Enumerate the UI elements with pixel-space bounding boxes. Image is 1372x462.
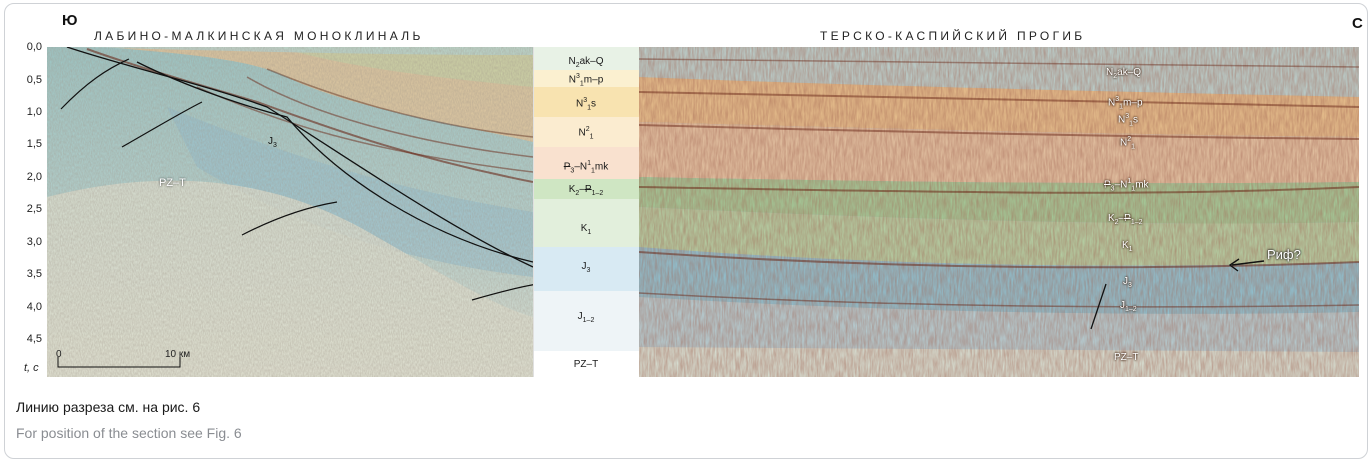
column-label-n2ak-q: N2ak–Q bbox=[568, 56, 604, 69]
time-tick: 4,5 bbox=[26, 333, 42, 345]
time-tick: 2,0 bbox=[26, 171, 42, 183]
reef-label: Риф? bbox=[1267, 247, 1301, 262]
column-band bbox=[534, 70, 640, 87]
column-band bbox=[534, 47, 640, 70]
caption-english: For position of the section see Fig. 6 bbox=[16, 425, 242, 441]
time-tick: 0,0 bbox=[26, 41, 42, 53]
column-label-n12: N21 bbox=[578, 126, 594, 141]
region-title-right: ТЕРСКО-КАСПИЙСКИЙ ПРОГИБ bbox=[820, 29, 1086, 43]
time-tick: 3,0 bbox=[26, 236, 42, 248]
time-axis: 0,0 0,5 1,0 1,5 2,0 2,5 3,0 3,5 4,0 4,5 … bbox=[4, 40, 50, 380]
time-tick: 4,0 bbox=[26, 301, 42, 313]
time-tick: 1,5 bbox=[26, 138, 42, 150]
corner-north-label: С bbox=[1352, 15, 1363, 32]
column-label-j1-2: J1–2 bbox=[577, 311, 595, 324]
right-label-n2ak-q: N2ak–Q bbox=[1106, 67, 1142, 80]
column-label-pz-t: PZ–T bbox=[573, 359, 599, 370]
left-basement-label: PZ–T bbox=[159, 177, 186, 189]
column-band bbox=[534, 87, 640, 117]
column-band bbox=[534, 291, 640, 351]
time-tick: 1,0 bbox=[26, 106, 42, 118]
stratigraphic-column: N2ak–Q N31m–p N31s N21 P3–N11mk K2–P1–2 … bbox=[533, 47, 641, 377]
column-band bbox=[534, 117, 640, 147]
column-label-p3-n11mk: P3–N11mk bbox=[563, 160, 609, 175]
column-label-k1: K1 bbox=[580, 223, 592, 236]
time-axis-unit: t, с bbox=[24, 362, 39, 374]
time-tick: 2,5 bbox=[26, 203, 42, 215]
column-band bbox=[534, 351, 640, 377]
right-label-j3: J3 bbox=[1123, 276, 1132, 289]
right-label-n12: N21 bbox=[1120, 136, 1136, 151]
column-label-n13s: N31s bbox=[575, 97, 597, 112]
time-tick: 3,5 bbox=[26, 268, 42, 280]
seismic-section-left bbox=[47, 47, 533, 377]
scale-bar-end: 10 км bbox=[165, 349, 191, 360]
caption-russian: Линию разреза см. на рис. 6 bbox=[16, 399, 201, 415]
left-jurassic-label: J3 bbox=[268, 136, 277, 149]
right-label-p3-n11mk: P3–N11mk bbox=[1104, 178, 1149, 193]
column-label-k2-p1-2: K2–P1–2 bbox=[568, 184, 604, 197]
right-label-n13s: N31s bbox=[1118, 113, 1139, 128]
region-title-left: ЛАБИНО-МАЛКИНСКАЯ МОНОКЛИНАЛЬ bbox=[94, 29, 424, 43]
column-band bbox=[534, 247, 640, 291]
column-label-j3: J3 bbox=[581, 261, 591, 274]
time-tick: 0,5 bbox=[26, 74, 42, 86]
seismic-section-right bbox=[639, 47, 1359, 377]
right-label-n13m-p: N31m–p bbox=[1108, 96, 1143, 111]
column-band bbox=[534, 147, 640, 179]
column-band bbox=[534, 199, 640, 247]
right-label-k2-p1-2: K2–P1–2 bbox=[1108, 213, 1143, 226]
column-label-n13m-p: N31m–p bbox=[568, 73, 604, 88]
right-label-pz-t: PZ–T bbox=[1114, 352, 1139, 363]
corner-south-label: Ю bbox=[62, 12, 78, 29]
right-label-j1-2: J1–2 bbox=[1120, 300, 1137, 313]
column-band bbox=[534, 179, 640, 199]
right-label-k1: K1 bbox=[1122, 240, 1133, 253]
scale-bar-start: 0 bbox=[56, 349, 62, 360]
